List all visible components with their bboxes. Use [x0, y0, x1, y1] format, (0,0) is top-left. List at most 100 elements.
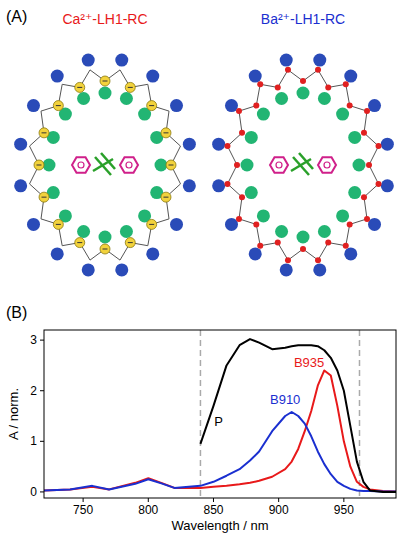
ion	[347, 103, 353, 109]
blue-subunit	[344, 70, 357, 83]
green-subunit	[336, 209, 349, 222]
chain	[30, 70, 181, 260]
ion-charge	[103, 81, 108, 82]
x-tick-label: 850	[203, 503, 223, 517]
spectrum-line	[200, 339, 396, 492]
x-tick-label: 800	[138, 503, 158, 517]
green-subunit	[99, 231, 112, 244]
blue-subunit	[115, 263, 128, 276]
ion-charge	[37, 165, 42, 166]
blue-subunit	[146, 70, 159, 83]
ring-diagram	[212, 54, 394, 277]
pigment	[318, 157, 336, 173]
green-subunit	[43, 159, 56, 172]
ion	[275, 240, 281, 246]
ion-charge	[163, 197, 168, 198]
x-tick-label: 950	[334, 503, 354, 517]
pigment	[291, 159, 311, 171]
blue-subunit	[368, 218, 381, 231]
ion-charge	[77, 87, 82, 88]
green-subunit	[77, 225, 90, 238]
ion	[125, 238, 135, 248]
pigment	[270, 157, 288, 173]
ion-charge	[149, 105, 154, 106]
y-tick-label: 1	[30, 434, 37, 448]
ion	[253, 221, 259, 227]
marker-line	[200, 330, 202, 498]
y-tick	[40, 390, 44, 391]
x-tick	[148, 498, 149, 502]
ion	[315, 67, 321, 73]
blue-subunit	[170, 99, 183, 112]
green-subunit	[245, 186, 258, 199]
green-subunit	[257, 209, 270, 222]
blue-subunit	[183, 179, 196, 192]
green-subunit	[297, 231, 310, 244]
ion-charge	[149, 224, 154, 225]
x-tick	[83, 498, 84, 502]
ion	[361, 194, 367, 200]
ion	[166, 160, 176, 170]
green-subunit	[275, 225, 288, 238]
green-subunit	[99, 87, 112, 100]
pigment	[120, 157, 138, 173]
ion	[376, 181, 382, 187]
ion	[239, 130, 245, 136]
pigment	[72, 157, 90, 173]
ion-charge	[42, 197, 47, 198]
blue-subunit	[344, 247, 357, 260]
blue-subunit	[249, 70, 262, 83]
blue-subunit	[212, 138, 225, 151]
blue-subunit	[82, 54, 95, 67]
blue-subunit	[51, 247, 64, 260]
ion	[364, 108, 370, 114]
blue-subunit	[225, 218, 238, 231]
ion-charge	[169, 165, 174, 166]
x-axis-title: Wavelength / nm	[171, 518, 268, 533]
green-subunit	[297, 87, 310, 100]
x-tick	[343, 498, 344, 502]
x-tick-label: 750	[73, 503, 93, 517]
pigment	[93, 159, 113, 171]
ion	[343, 243, 349, 249]
ion	[253, 103, 259, 109]
ion-charge	[56, 224, 61, 225]
ion	[100, 76, 110, 86]
ion	[125, 82, 135, 92]
y-tick-label: 3	[30, 333, 37, 347]
ion	[300, 78, 306, 84]
ion	[224, 143, 230, 149]
blue-subunit	[82, 263, 95, 276]
ion	[361, 130, 367, 136]
ion	[39, 192, 49, 202]
ion	[285, 257, 291, 263]
series-label: B935	[294, 355, 324, 370]
ion-charge	[103, 249, 108, 250]
x-tick	[213, 498, 214, 502]
ion	[343, 81, 349, 87]
ion-charge	[163, 132, 168, 133]
y-tick-label: 0	[30, 485, 37, 499]
blue-subunit	[313, 54, 326, 67]
blue-subunit	[225, 99, 238, 112]
blue-subunit	[249, 247, 262, 260]
ion	[347, 221, 353, 227]
blue-subunit	[14, 138, 27, 151]
blue-subunit	[368, 99, 381, 112]
figure: (A)Ca²⁺-LH1-RCBa²⁺-LH1-RC(B)750800850900…	[0, 0, 407, 536]
blue-subunit	[14, 179, 27, 192]
panel-label: (A)	[6, 8, 27, 25]
pigment	[276, 162, 282, 168]
ion-charge	[77, 242, 82, 243]
green-subunit	[77, 92, 90, 105]
blue-subunit	[115, 54, 128, 67]
pigment	[324, 162, 330, 168]
diagram-title: Ca²⁺-LH1-RC	[62, 11, 147, 27]
ion	[53, 219, 63, 229]
ion	[236, 216, 242, 222]
plot-area	[44, 330, 396, 498]
ion	[257, 81, 263, 87]
blue-subunit	[27, 99, 40, 112]
blue-subunit	[381, 179, 394, 192]
ion	[34, 160, 44, 170]
